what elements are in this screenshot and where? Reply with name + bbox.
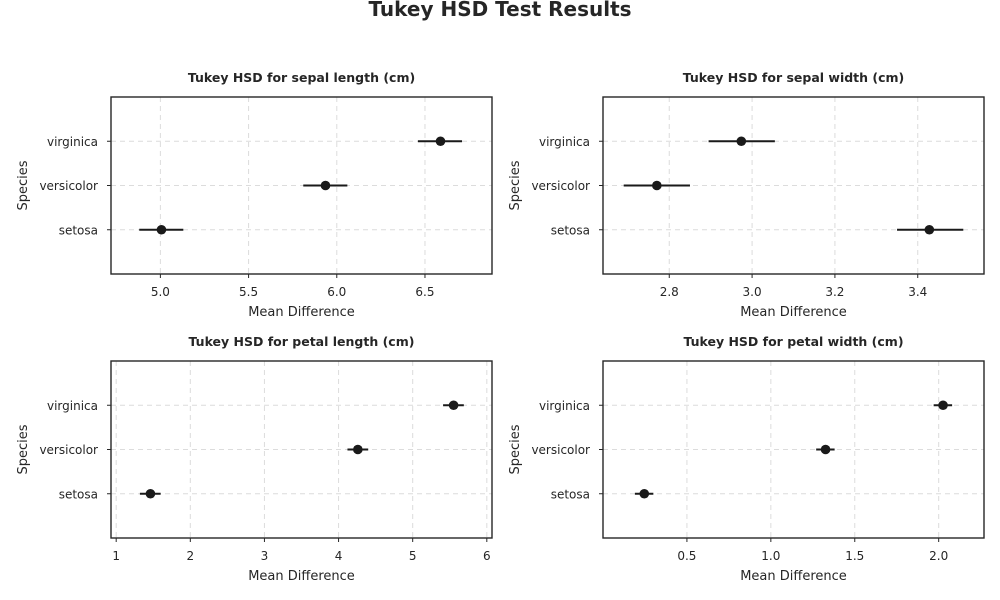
x-axis-label: Mean Difference bbox=[248, 305, 355, 320]
y-tick-label: versicolor bbox=[531, 443, 590, 457]
mean-point-versicolor bbox=[320, 180, 331, 191]
mean-point-versicolor bbox=[353, 444, 363, 455]
mean-point-setosa bbox=[156, 224, 167, 235]
x-axis-label: Mean Difference bbox=[740, 569, 847, 584]
x-tick-label: 1.5 bbox=[845, 549, 864, 563]
subplot-3: Tukey HSD for petal length (cm) 1 2 3 4 5 6 set… bbox=[16, 334, 493, 584]
subplot-title: Tukey HSD for petal width (cm) bbox=[683, 334, 903, 349]
mean-point-versicolor bbox=[820, 444, 831, 455]
y-tick-label: versicolor bbox=[39, 443, 98, 457]
mean-point-setosa bbox=[145, 488, 156, 499]
x-tick-label: 2.0 bbox=[929, 549, 948, 563]
x-tick-label: 0.5 bbox=[677, 549, 696, 563]
x-tick-label: 3.0 bbox=[743, 285, 762, 299]
mean-point-virginica bbox=[938, 400, 948, 411]
y-tick-label: versicolor bbox=[39, 179, 98, 193]
plot-frame bbox=[602, 360, 985, 539]
x-tick-label: 2 bbox=[186, 549, 194, 563]
mean-point-versicolor bbox=[652, 180, 662, 191]
y-tick-label: virginica bbox=[47, 135, 98, 149]
mean-point-virginica bbox=[448, 400, 459, 411]
subplot-title: Tukey HSD for petal length (cm) bbox=[189, 334, 415, 349]
x-tick-label: 3.2 bbox=[825, 285, 844, 299]
x-tick-label: 1 bbox=[112, 549, 120, 563]
x-tick-label: 1.0 bbox=[761, 549, 780, 563]
x-tick-label: 5.0 bbox=[151, 285, 170, 299]
x-tick-label: 6.0 bbox=[327, 285, 346, 299]
plot-frame bbox=[602, 96, 985, 275]
y-tick-label: virginica bbox=[539, 399, 590, 413]
x-axis-label: Mean Difference bbox=[740, 305, 847, 320]
x-tick-label: 6.5 bbox=[415, 285, 434, 299]
y-axis-label: Species bbox=[508, 160, 523, 210]
mean-point-virginica bbox=[435, 136, 446, 147]
y-tick-label: virginica bbox=[539, 135, 590, 149]
y-tick-label: versicolor bbox=[531, 179, 590, 193]
y-tick-label: setosa bbox=[551, 223, 590, 237]
x-tick-label: 2.8 bbox=[660, 285, 679, 299]
figure-title: Tukey HSD Test Results bbox=[368, 0, 631, 21]
mean-point-setosa bbox=[639, 488, 650, 499]
mean-point-setosa bbox=[924, 224, 935, 235]
y-axis-label: Species bbox=[16, 160, 31, 210]
x-tick-label: 6 bbox=[483, 549, 491, 563]
x-tick-label: 3.4 bbox=[908, 285, 927, 299]
y-tick-label: setosa bbox=[59, 223, 98, 237]
subplot-title: Tukey HSD for sepal length (cm) bbox=[188, 70, 415, 85]
subplot-4: Tukey HSD for petal width (cm) 0.5 1.0 1.5 2… bbox=[508, 334, 985, 584]
x-tick-label: 5 bbox=[409, 549, 417, 563]
plot-frame bbox=[110, 96, 493, 275]
y-tick-label: virginica bbox=[47, 399, 98, 413]
x-axis-label: Mean Difference bbox=[248, 569, 355, 584]
x-tick-label: 5.5 bbox=[239, 285, 258, 299]
x-tick-label: 3 bbox=[261, 549, 269, 563]
x-tick-label: 4 bbox=[335, 549, 343, 563]
mean-point-virginica bbox=[736, 136, 747, 147]
plot-frame bbox=[110, 360, 493, 539]
subplot-1: Tukey HSD for sepal length (cm) 5.0 5.5 6.0… bbox=[16, 70, 493, 320]
subplot-2: Tukey HSD for sepal width (cm) 2.8 3.0 3.2 3… bbox=[508, 70, 985, 320]
y-tick-label: setosa bbox=[551, 487, 590, 501]
subplot-title: Tukey HSD for sepal width (cm) bbox=[683, 70, 905, 85]
y-axis-label: Species bbox=[508, 424, 523, 474]
y-axis-label: Species bbox=[16, 424, 31, 474]
y-tick-label: setosa bbox=[59, 487, 98, 501]
